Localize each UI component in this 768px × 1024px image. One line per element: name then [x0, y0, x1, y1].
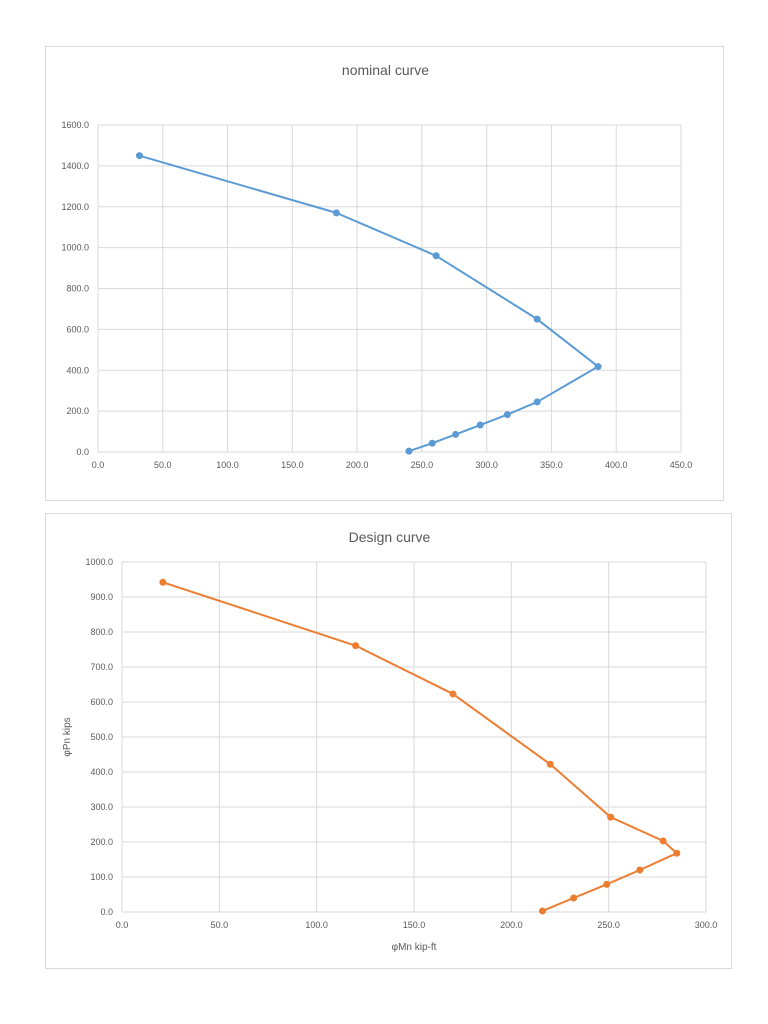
design-curve-plot: Design curve 0.0 50.0 100.0 150.0 200.0 250.0 3…: [62, 529, 718, 953]
y-tick-label: 600.0: [66, 324, 89, 334]
x-tick-label: 100.0: [305, 920, 328, 930]
data-point: [449, 690, 457, 698]
x-tick-label: 150.0: [403, 920, 426, 930]
y-tick-label: 500.0: [90, 732, 113, 742]
x-axis-title: φMn kip-ft: [392, 942, 437, 953]
data-point: [452, 430, 460, 438]
data-point: [673, 849, 681, 857]
data-point: [546, 760, 554, 768]
data-point: [570, 894, 578, 902]
data-point: [636, 866, 644, 874]
y-tick-label: 400.0: [90, 767, 113, 777]
data-point: [352, 642, 360, 650]
series-line: [139, 154, 600, 453]
data-point: [503, 411, 511, 419]
data-point: [607, 813, 615, 821]
y-tick-label: 0.0: [76, 447, 89, 457]
x-tick-label: 50.0: [211, 920, 229, 930]
chart-title: Design curve: [349, 529, 431, 545]
nominal-curve-chart: nominal curve 0.0 50.0 100.0 150.0 200.0 250.0…: [45, 46, 724, 501]
design-curve-chart: Design curve 0.0 50.0 100.0 150.0 200.0 250.0 3…: [45, 513, 732, 969]
x-tick-label: 0.0: [92, 460, 105, 470]
x-tick-label: 400.0: [605, 460, 628, 470]
x-tick-label: 450.0: [670, 460, 693, 470]
x-tick-label: 250.0: [597, 920, 620, 930]
x-tick-label: 0.0: [116, 920, 129, 930]
y-tick-label: 1400.0: [61, 161, 89, 171]
y-tick-label: 400.0: [66, 365, 89, 375]
data-point: [432, 252, 440, 260]
data-point: [603, 880, 611, 888]
data-point: [538, 907, 546, 915]
y-tick-label: 200.0: [90, 837, 113, 847]
data-point: [428, 439, 436, 447]
x-tick-label: 50.0: [154, 460, 172, 470]
data-point: [135, 152, 143, 160]
data-point: [533, 315, 541, 323]
x-tick-label: 350.0: [540, 460, 563, 470]
y-tick-label: 1000.0: [61, 243, 89, 253]
x-tick-label: 250.0: [411, 460, 434, 470]
data-point: [332, 209, 340, 217]
y-tick-label: 900.0: [90, 592, 113, 602]
y-tick-label: 0.0: [100, 907, 113, 917]
y-tick-label: 800.0: [90, 627, 113, 637]
y-tick-label: 100.0: [90, 872, 113, 882]
nominal-curve-plot: nominal curve 0.0 50.0 100.0 150.0 200.0 250.0…: [61, 62, 693, 470]
x-tick-label: 200.0: [500, 920, 523, 930]
chart-title: nominal curve: [342, 62, 429, 78]
data-point: [659, 837, 667, 845]
y-tick-label: 200.0: [66, 406, 89, 416]
x-tick-label: 200.0: [346, 460, 369, 470]
x-tick-label: 300.0: [695, 920, 718, 930]
y-tick-label: 1600.0: [61, 120, 89, 130]
y-tick-label: 700.0: [90, 662, 113, 672]
x-tick-label: 100.0: [216, 460, 239, 470]
x-tick-label: 300.0: [475, 460, 498, 470]
y-tick-label: 1000.0: [85, 557, 113, 567]
y-tick-label: 800.0: [66, 284, 89, 294]
y-tick-label: 1200.0: [61, 202, 89, 212]
data-point: [405, 447, 413, 455]
data-point: [533, 398, 541, 406]
data-point: [159, 578, 167, 586]
y-axis-title: φPn kips: [62, 717, 73, 756]
y-tick-label: 300.0: [90, 802, 113, 812]
data-point: [594, 363, 602, 371]
x-tick-label: 150.0: [281, 460, 304, 470]
data-point: [476, 421, 484, 429]
y-tick-label: 600.0: [90, 697, 113, 707]
